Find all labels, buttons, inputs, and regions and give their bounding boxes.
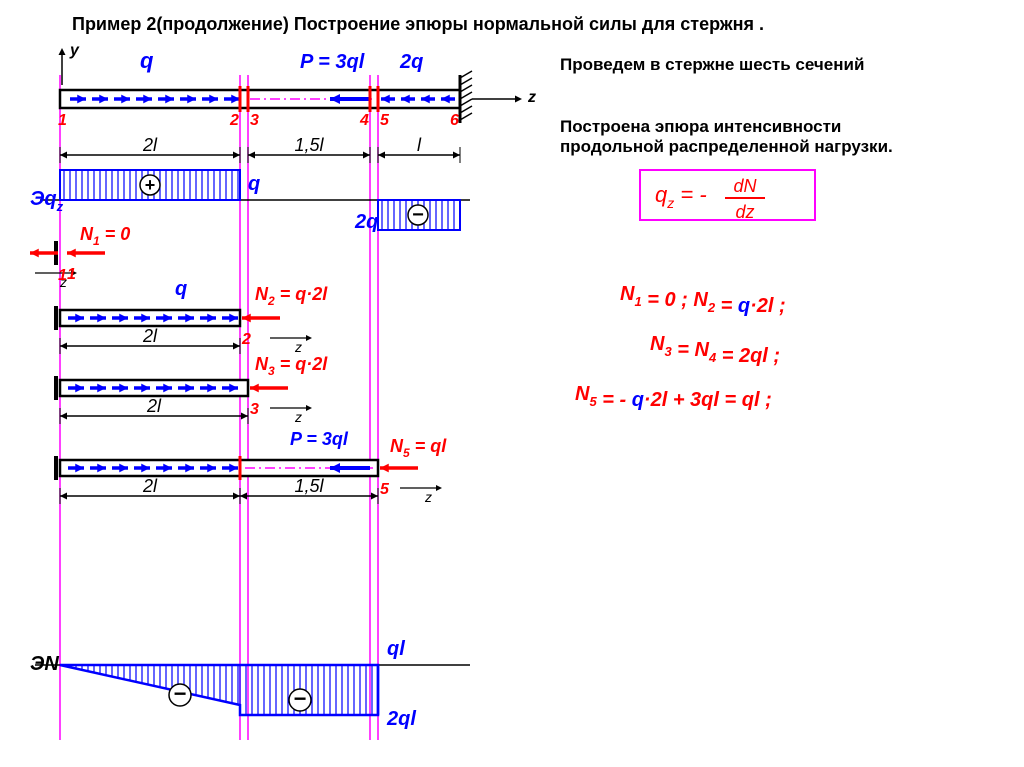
page-title: Пример 2(продолжение) Построение эпюры н… xyxy=(72,14,764,34)
section-num: 3 xyxy=(250,112,259,129)
cut-num: 3 xyxy=(250,401,259,418)
side-text-1: Проведем в стержне шесть сечений xyxy=(560,55,864,74)
minus-sign: − xyxy=(294,686,307,711)
2q-label: 2q xyxy=(354,211,378,233)
side-text-2a: Построена эпюра интенсивности xyxy=(560,117,841,136)
cut-num: 1 xyxy=(67,266,76,283)
dim-label: 2l xyxy=(146,396,162,416)
section-num: 6 xyxy=(450,112,459,129)
q-label: q xyxy=(175,278,187,300)
top-label: z xyxy=(527,89,536,106)
formula-dN: dN xyxy=(733,176,757,196)
formula-dz: dz xyxy=(735,202,754,222)
ql-label: ql xyxy=(387,638,405,660)
section-num: 4 xyxy=(359,112,369,129)
dim-label: 1,5l xyxy=(294,476,324,496)
dim-label: 2l xyxy=(142,476,158,496)
minus-sign: − xyxy=(174,681,187,706)
dim-label: 2l xyxy=(142,326,158,346)
cut-num: 5 xyxy=(380,481,390,498)
p-label: P = 3ql xyxy=(290,429,349,449)
top-label: q xyxy=(140,48,154,73)
section-bar xyxy=(60,380,248,396)
plus-sign: + xyxy=(145,175,156,195)
side-text-2b: продольной распределенной нагрузки. xyxy=(560,137,893,156)
q-label: q xyxy=(248,173,260,195)
section-num: 1 xyxy=(58,112,67,129)
z-label: z xyxy=(294,339,302,355)
minus-sign: − xyxy=(412,204,424,226)
section-num: 2 xyxy=(229,112,239,129)
cut-num-1: 1 xyxy=(58,267,67,284)
top-label: P = 3ql xyxy=(300,51,365,73)
z-label: z xyxy=(424,489,432,505)
en-label: ЭN xyxy=(30,653,59,675)
2ql-label: 2ql xyxy=(386,708,416,730)
section-num: 5 xyxy=(380,112,390,129)
top-label: 2q xyxy=(399,51,423,73)
dim-label: 2l xyxy=(142,135,158,155)
dim-label: 1,5l xyxy=(294,135,324,155)
cut-num: 2 xyxy=(241,331,251,348)
formula: qz = - xyxy=(655,182,707,211)
z-label: z xyxy=(294,409,302,425)
top-label: y xyxy=(69,42,80,59)
